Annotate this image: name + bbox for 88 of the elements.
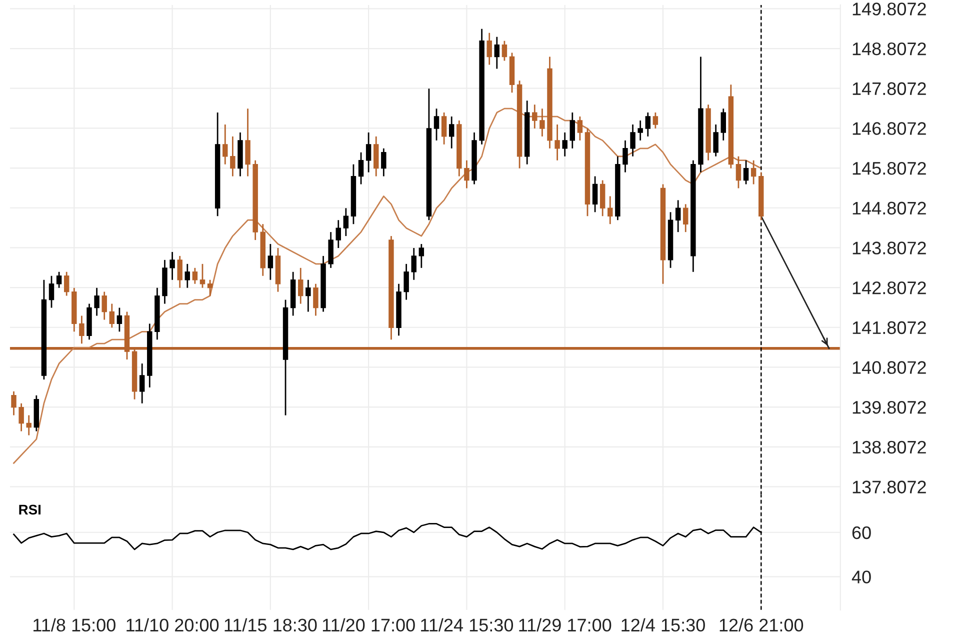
- candlestick: [494, 36, 500, 70]
- candlestick: [11, 390, 16, 416]
- candlestick: [313, 283, 318, 316]
- x-tick-label: 12/4 15:30: [622, 618, 705, 632]
- candlestick: [366, 132, 372, 173]
- candlestick: [502, 40, 508, 62]
- candlestick: [736, 156, 742, 189]
- candlestick: [200, 263, 206, 289]
- candlestick: [116, 307, 122, 332]
- y-tick-label: 147.8072: [852, 82, 926, 96]
- x-tick-label: 11/8 15:00: [34, 618, 116, 632]
- candlestick: [638, 120, 643, 142]
- candlestick: [540, 108, 545, 138]
- text: RSI: [19, 504, 41, 515]
- candlestick: [630, 124, 636, 158]
- candlestick: [381, 148, 386, 177]
- y-tick-label: 144.8072: [852, 202, 926, 215]
- candlestick: [652, 112, 658, 130]
- candlestick: [109, 303, 115, 328]
- candlestick: [434, 108, 440, 142]
- candlestick: [720, 108, 726, 142]
- candlestick: [170, 251, 175, 281]
- y-tick-label: 140.8072: [852, 361, 926, 374]
- y-tick-label: 146.8072: [852, 122, 926, 135]
- candlestick: [298, 267, 304, 304]
- candlestick: [230, 136, 236, 177]
- candlestick: [26, 414, 32, 436]
- candlestick: [79, 315, 84, 344]
- x-tick-label: 11/15 18:30: [224, 618, 317, 632]
- candlestick: [577, 116, 583, 142]
- candlestick: [177, 255, 182, 289]
- candlestick: [358, 152, 364, 185]
- candlestick: [184, 263, 190, 289]
- candlestick: [404, 263, 409, 300]
- candlestick: [448, 116, 454, 150]
- candlestick: [139, 362, 145, 404]
- candlestick: [222, 124, 228, 166]
- candlestick: [411, 247, 416, 281]
- candlestick: [343, 207, 349, 237]
- candlestick: [600, 180, 606, 217]
- candlestick: [94, 287, 100, 316]
- candlestick: [18, 402, 24, 432]
- candlestick: [306, 279, 311, 312]
- candlestick: [268, 243, 274, 281]
- candlestick: [102, 291, 107, 320]
- y-tick-label: 139.8072: [852, 400, 926, 414]
- x-tick-label: 11/10 20:00: [126, 618, 219, 632]
- candlestick: [743, 160, 749, 185]
- candlestick: [418, 243, 424, 269]
- candlestick: [328, 231, 334, 269]
- candlestick: [622, 140, 628, 173]
- candlestick: [554, 124, 560, 162]
- x-tick-label: 11/24 15:30: [421, 618, 514, 632]
- candlestick: [245, 108, 250, 177]
- y-tick-label: 145.8072: [852, 162, 926, 175]
- candlestick: [675, 199, 681, 233]
- x-tick-label: 12/6 21:00: [720, 618, 804, 632]
- candlestick: [608, 196, 613, 225]
- candlestick: [464, 160, 470, 189]
- candlestick: [683, 203, 688, 233]
- y-tick-label: 148.8072: [852, 42, 926, 56]
- candlestick: [486, 32, 492, 66]
- y-tick-label: 142.8072: [852, 281, 926, 294]
- candlestick: [56, 271, 62, 289]
- candlestick: [192, 267, 198, 285]
- candlestick: [48, 275, 54, 308]
- candlestick: [750, 160, 756, 185]
- candlestick: [570, 112, 576, 150]
- y-tick-label: 149.8072: [852, 2, 926, 16]
- y-tick-label: 137.8072: [852, 480, 926, 494]
- candlestick: [374, 136, 379, 177]
- candlestick: [645, 112, 650, 138]
- y-tick-label: 60: [852, 526, 871, 540]
- candlestick: [336, 219, 341, 249]
- y-tick-label: 40: [852, 570, 871, 584]
- candlestick: [64, 271, 70, 296]
- candlestick: [592, 176, 598, 213]
- y-tick-label: 143.8072: [852, 242, 926, 254]
- y-tick-label: 141.8072: [852, 321, 926, 334]
- candlestick: [207, 279, 213, 296]
- candlestick: [441, 112, 447, 146]
- candlestick: [562, 132, 568, 158]
- x-tick-label: 11/20 17:00: [322, 618, 415, 632]
- line-series: [13, 108, 762, 464]
- candlestick: [532, 104, 538, 130]
- y-tick-label: 138.8072: [852, 440, 926, 454]
- candlestick: [713, 124, 718, 158]
- x-tick-label: 11/29 17:00: [519, 618, 612, 632]
